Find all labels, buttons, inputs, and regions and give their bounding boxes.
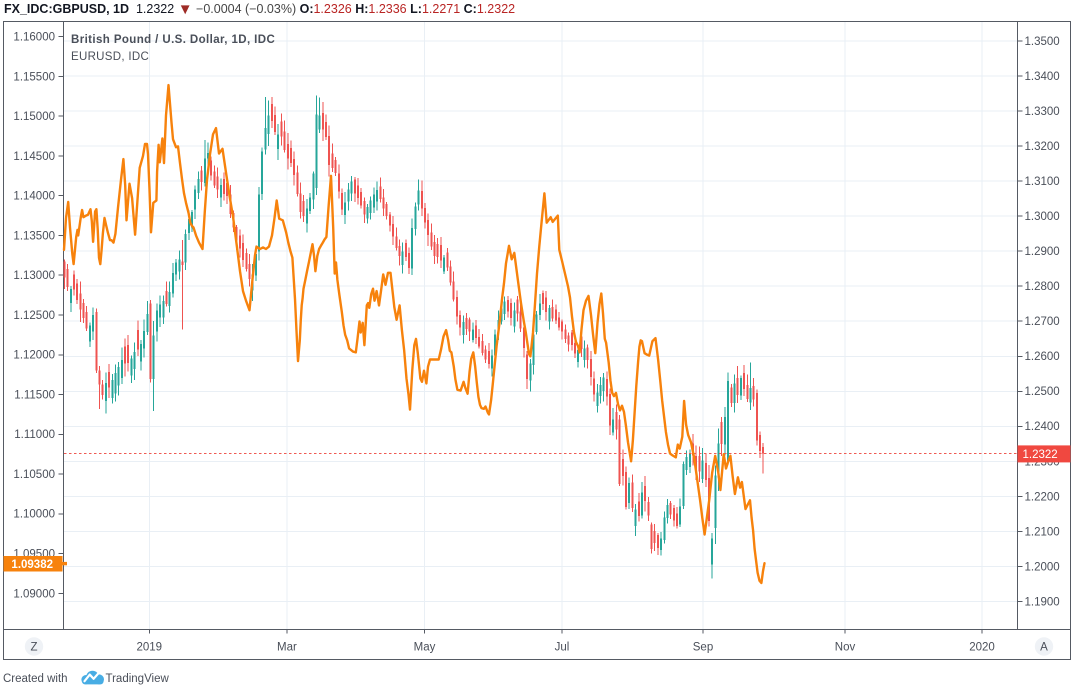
svg-text:1.2700: 1.2700 [1025, 316, 1060, 328]
svg-text:A: A [1040, 642, 1048, 654]
svg-text:1.15500: 1.15500 [13, 71, 55, 83]
svg-text:1.10500: 1.10500 [13, 469, 55, 481]
svg-text:1.14000: 1.14000 [13, 191, 55, 203]
svg-text:1.11500: 1.11500 [14, 389, 55, 401]
svg-text:British Pound / U.S. Dollar, 1: British Pound / U.S. Dollar, 1D, IDC [71, 34, 275, 46]
svg-text:Created with: Created with [3, 673, 68, 685]
svg-text:1.3300: 1.3300 [1025, 106, 1060, 118]
svg-text:1.09382: 1.09382 [11, 559, 53, 571]
svg-text:1.11000: 1.11000 [14, 429, 55, 441]
svg-text:Jul: Jul [555, 642, 570, 654]
svg-text:1.15000: 1.15000 [13, 111, 55, 123]
svg-text:1.14500: 1.14500 [13, 151, 55, 163]
svg-text:1.2000: 1.2000 [1025, 561, 1060, 573]
svg-text:TradingView: TradingView [106, 673, 170, 685]
svg-text:1.3200: 1.3200 [1025, 141, 1060, 153]
svg-text:1.1900: 1.1900 [1025, 596, 1060, 608]
svg-text:1.09000: 1.09000 [13, 588, 55, 600]
svg-text:1.2100: 1.2100 [1025, 526, 1060, 538]
svg-text:1.12000: 1.12000 [13, 350, 55, 362]
svg-text:1.12500: 1.12500 [13, 310, 55, 322]
svg-text:1.16000: 1.16000 [13, 32, 55, 44]
svg-text:1.13000: 1.13000 [13, 270, 55, 282]
svg-text:Sep: Sep [693, 642, 713, 654]
svg-text:May: May [414, 642, 436, 654]
svg-text:1.3500: 1.3500 [1025, 36, 1060, 48]
svg-text:2020: 2020 [969, 642, 995, 654]
svg-text:1.10000: 1.10000 [13, 509, 55, 521]
svg-text:Nov: Nov [835, 642, 856, 654]
svg-text:2019: 2019 [137, 642, 163, 654]
svg-text:1.2600: 1.2600 [1025, 351, 1060, 363]
svg-text:1.3400: 1.3400 [1025, 71, 1060, 83]
svg-text:1.2800: 1.2800 [1025, 281, 1060, 293]
svg-text:Mar: Mar [277, 642, 297, 654]
svg-text:1.2500: 1.2500 [1025, 386, 1060, 398]
svg-text:1.13500: 1.13500 [13, 230, 55, 242]
svg-text:1.2400: 1.2400 [1025, 421, 1060, 433]
svg-text:1.2900: 1.2900 [1025, 246, 1060, 258]
svg-text:1.3100: 1.3100 [1025, 176, 1060, 188]
svg-text:EURUSD, IDC: EURUSD, IDC [71, 51, 149, 63]
svg-text:1.2200: 1.2200 [1025, 491, 1060, 503]
svg-text:1.2322: 1.2322 [1023, 449, 1058, 461]
svg-text:1.3000: 1.3000 [1025, 211, 1060, 223]
svg-text:Z: Z [30, 642, 37, 654]
